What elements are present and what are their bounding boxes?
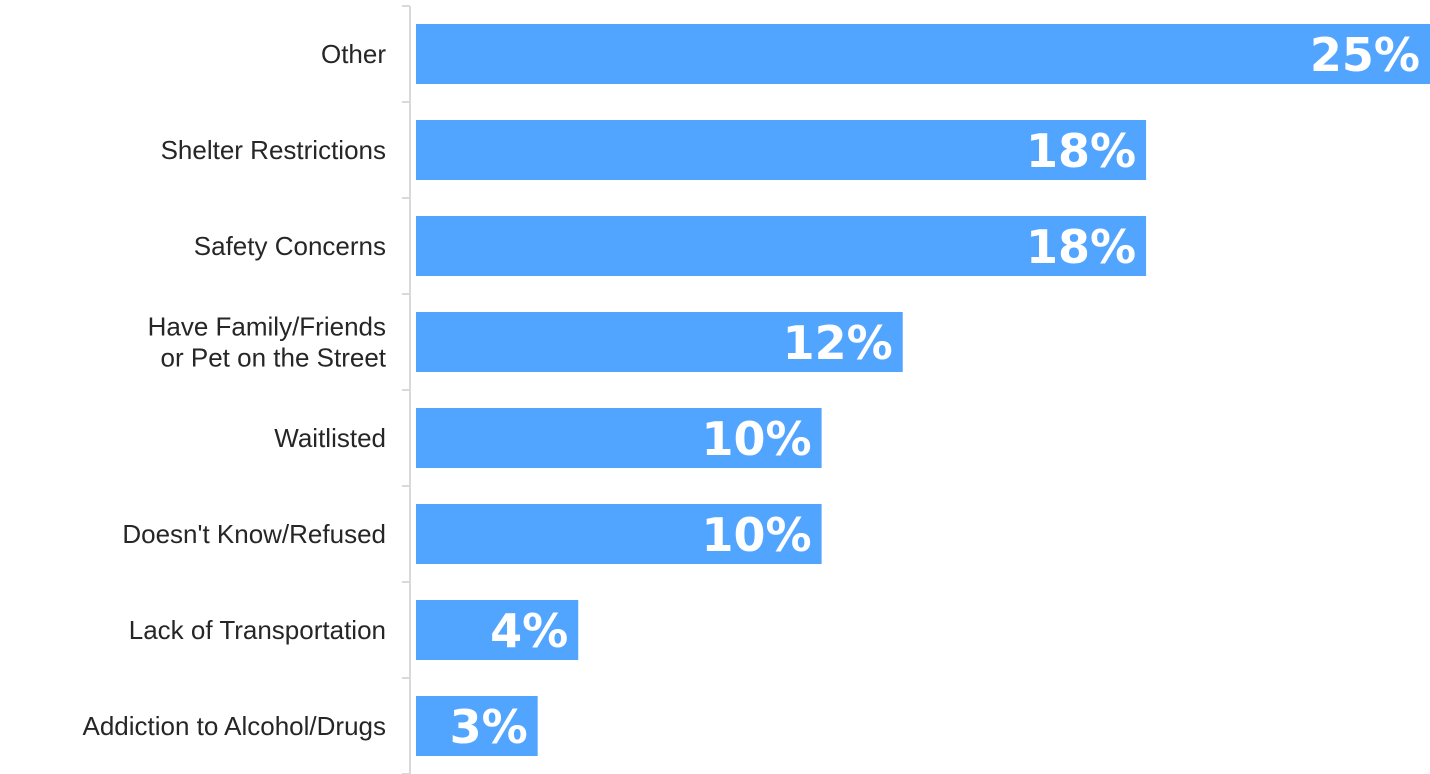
bar-value-label: 10% bbox=[701, 412, 811, 466]
category-label: Lack of Transportation bbox=[129, 615, 386, 645]
category-label-line: Waitlisted bbox=[274, 423, 386, 453]
bar bbox=[416, 408, 822, 468]
bar-value-label: 18% bbox=[1026, 124, 1136, 178]
bar bbox=[416, 600, 579, 660]
category-label-line: Shelter Restrictions bbox=[161, 135, 386, 165]
bar-value-label: 3% bbox=[450, 700, 528, 754]
category-label-line: Addiction to Alcohol/Drugs bbox=[82, 711, 386, 741]
category-label: Addiction to Alcohol/Drugs bbox=[82, 711, 386, 741]
category-label: Waitlisted bbox=[274, 423, 386, 453]
bar-value-label: 4% bbox=[490, 604, 568, 658]
category-label-line: Have Family/Friends bbox=[148, 312, 386, 342]
bar bbox=[416, 504, 822, 564]
category-labels: Other Shelter Restrictions Safety Concerns… bbox=[82, 39, 386, 741]
bar bbox=[416, 24, 1430, 84]
category-label: Safety Concerns bbox=[194, 231, 386, 261]
value-labels: 25% 18% 18% 12% 10% 10% 4% 3% bbox=[450, 28, 1420, 754]
category-label-line: or Pet on the Street bbox=[161, 343, 387, 373]
category-label: Other bbox=[321, 39, 386, 69]
bars-group bbox=[416, 24, 1430, 756]
bar bbox=[416, 120, 1147, 180]
category-label: Have Family/Friends or Pet on the Street bbox=[148, 312, 387, 373]
bar bbox=[416, 216, 1147, 276]
bar-value-label: 12% bbox=[783, 316, 893, 370]
category-label: Doesn't Know/Refused bbox=[122, 519, 386, 549]
bar-value-label: 25% bbox=[1310, 28, 1420, 82]
bar-value-label: 18% bbox=[1026, 220, 1136, 274]
category-label: Shelter Restrictions bbox=[161, 135, 386, 165]
category-label-line: Doesn't Know/Refused bbox=[122, 519, 386, 549]
category-label-line: Other bbox=[321, 39, 386, 69]
category-axis bbox=[402, 5, 411, 774]
category-label-line: Safety Concerns bbox=[194, 231, 386, 261]
bar-value-label: 10% bbox=[701, 508, 811, 562]
bar bbox=[416, 696, 538, 756]
bar bbox=[416, 312, 903, 372]
category-label-line: Lack of Transportation bbox=[129, 615, 386, 645]
